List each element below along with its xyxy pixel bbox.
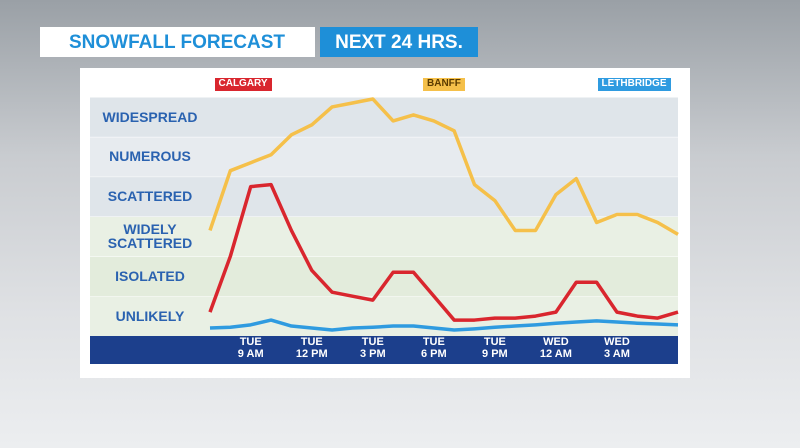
x-tick-label: TUE 3 PM <box>359 336 386 360</box>
chart-subtitle: NEXT 24 HRS. <box>335 32 463 53</box>
y-tick-label: WIDESPREAD <box>102 108 198 125</box>
y-tick-label: ISOLATED <box>115 267 185 284</box>
series-line <box>208 97 679 236</box>
grid-band <box>90 296 678 336</box>
y-tick-label: WIDELY SCATTERED <box>107 220 193 252</box>
grid-band <box>90 216 678 257</box>
legend-entry: LETHBRIDGE <box>597 78 671 91</box>
y-tick-label: SCATTERED <box>107 188 193 205</box>
chart-title: SNOWFALL FORECAST <box>69 32 285 53</box>
y-tick-label: NUMEROUS <box>109 148 191 165</box>
x-tick-label: WED 3 AM <box>604 336 630 360</box>
legend-entry: BANFF <box>423 78 465 91</box>
subtitle-box <box>320 27 478 57</box>
y-tick-label: UNLIKELY <box>115 307 185 324</box>
series-line <box>208 182 679 322</box>
x-tick-label: TUE 6 PM <box>420 336 447 360</box>
grid-band <box>90 97 678 137</box>
grid-band <box>90 136 678 177</box>
x-tick-label: TUE 9 PM <box>482 336 508 360</box>
series-line <box>209 318 679 332</box>
legend-entry: CALGARY <box>214 78 272 91</box>
x-tick-label: WED 12 AM <box>539 336 572 360</box>
x-tick-label: TUE 9 AM <box>237 336 264 360</box>
grid-band <box>90 256 678 297</box>
x-tick-label: TUE 12 PM <box>295 336 328 360</box>
x-axis-bar <box>90 336 678 364</box>
title-box <box>40 27 315 57</box>
